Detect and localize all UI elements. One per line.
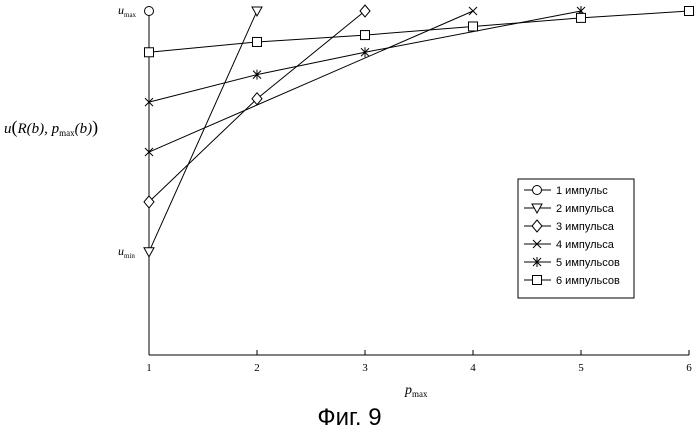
data-point-series-4 (469, 7, 477, 15)
x-axis-label: pmax (404, 383, 428, 399)
data-point-series-3 (252, 93, 262, 105)
legend-label: 2 импульса (556, 203, 615, 215)
data-point-series-1 (145, 7, 154, 16)
x-tick-label: 2 (254, 362, 260, 374)
data-point-series-2 (252, 7, 262, 16)
x-tick-label: 3 (362, 362, 368, 374)
x-tick-label: 6 (686, 362, 692, 374)
legend-label: 6 импульсов (556, 275, 620, 287)
legend-label: 4 импульса (556, 239, 615, 251)
data-point-series-5 (145, 97, 153, 107)
y-tick-labels: umax umin (118, 3, 137, 260)
y-tick-label: umax (118, 3, 137, 19)
x-tick-label: 1 (146, 362, 152, 374)
series-line-4 (149, 11, 473, 152)
legend-label: 5 импульсов (556, 257, 620, 269)
x-tick-label: 4 (470, 362, 476, 374)
series-line-6 (149, 11, 689, 52)
data-point-series-2 (144, 248, 154, 257)
legend-label: 1 импульс (556, 185, 608, 197)
data-point-series-5 (361, 47, 369, 57)
data-point-series-5 (253, 70, 261, 80)
x-ticks (149, 350, 689, 355)
x-tick-label: 5 (578, 362, 584, 374)
data-point-series-3 (144, 196, 154, 208)
legend: 1 импульс 2 импульса 3 импульса 4 импульса 5… (518, 179, 634, 298)
data-point-series-6 (361, 31, 370, 40)
data-point-series-6 (469, 22, 478, 31)
data-point-series-3 (360, 5, 370, 17)
data-point-series-6 (577, 13, 586, 22)
legend-label: 3 импульса (556, 221, 615, 233)
y-axis-label: u(R(b), pmax(b)) (4, 117, 98, 138)
figure-caption: Фиг. 9 (0, 404, 699, 432)
x-axis-label-subscript: max (412, 389, 428, 399)
data-point-series-6 (145, 48, 154, 57)
legend-marker (533, 276, 542, 285)
data-point-series-6 (253, 37, 262, 46)
legend-marker (533, 186, 542, 195)
legend-item: 3 импульса (524, 220, 615, 233)
y-tick-label: umin (118, 244, 135, 260)
data-point-series-6 (685, 7, 694, 16)
x-tick-labels: 1 2 3 4 5 6 (146, 362, 692, 374)
